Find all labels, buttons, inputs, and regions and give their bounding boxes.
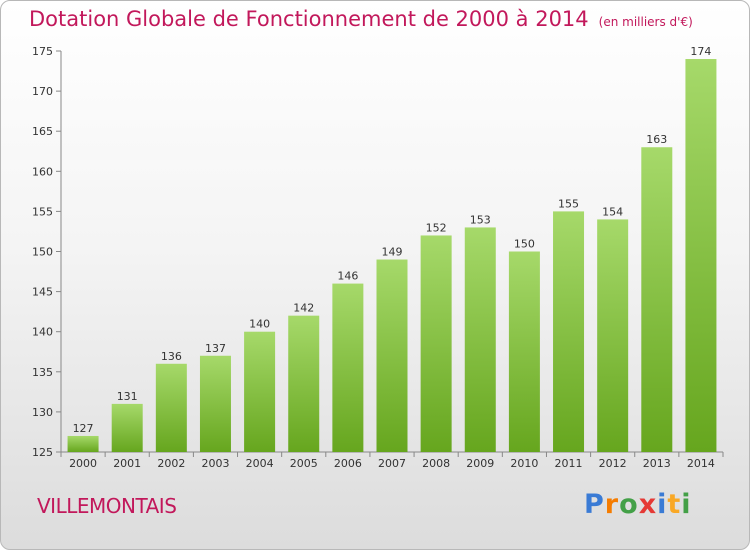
axes: 125 130 135 140 145 150 155 160 165 170 175 2000 200… — [32, 45, 724, 470]
data-label: 137 — [205, 342, 226, 355]
bar — [508, 251, 540, 452]
bar — [641, 147, 673, 453]
data-label: 163 — [646, 133, 667, 146]
data-label: 127 — [73, 422, 94, 435]
x-tick-label: 2002 — [157, 457, 185, 470]
data-label: 154 — [602, 205, 623, 218]
bar — [244, 331, 276, 452]
x-tick-label: 2014 — [687, 457, 715, 470]
x-tick-label: 2013 — [643, 457, 671, 470]
bar — [199, 355, 231, 452]
bar — [67, 435, 99, 452]
value-labels: 127 131 136 137 140 142 146 149 152 153 150 155 154 1… — [73, 45, 712, 435]
bar — [464, 227, 496, 452]
bar — [376, 259, 408, 452]
y-tick-label: 130 — [32, 406, 53, 419]
bar — [685, 59, 717, 453]
x-tick-label: 2008 — [422, 457, 450, 470]
x-tick-label: 2000 — [69, 457, 97, 470]
y-tick-label: 170 — [32, 85, 53, 98]
bar — [111, 403, 143, 452]
y-tick-label: 125 — [32, 446, 53, 459]
y-tick-label: 150 — [32, 246, 53, 259]
data-label: 146 — [337, 270, 358, 283]
chart-subtitle: (en milliers d'€) — [598, 15, 693, 29]
bar — [288, 315, 320, 452]
x-tick-label: 2004 — [246, 457, 274, 470]
y-tick-label: 160 — [32, 165, 53, 178]
x-tick-label: 2010 — [510, 457, 538, 470]
bar — [597, 219, 629, 452]
y-tick-label: 165 — [32, 125, 53, 138]
data-label: 153 — [470, 213, 491, 226]
place-name: VILLEMONTAIS — [37, 494, 177, 518]
y-tick-label: 140 — [32, 326, 53, 339]
proxiti-logo: Proxiti — [584, 489, 692, 520]
data-label: 140 — [249, 318, 270, 331]
y-tick-label: 175 — [32, 45, 53, 58]
data-label: 150 — [514, 238, 535, 251]
data-label: 174 — [690, 45, 711, 58]
x-tick-label: 2012 — [599, 457, 627, 470]
bar — [332, 283, 364, 452]
title-text: Dotation Globale de Fonctionnement de 20… — [29, 7, 589, 31]
chart-title: Dotation Globale de Fonctionnement de 20… — [29, 7, 693, 31]
y-tick-label: 145 — [32, 286, 53, 299]
y-tick-label: 135 — [32, 366, 53, 379]
bars — [67, 59, 717, 453]
data-label: 136 — [161, 350, 182, 363]
x-tick-label: 2001 — [113, 457, 141, 470]
bar — [420, 235, 452, 452]
x-tick-label: 2005 — [290, 457, 318, 470]
bar — [155, 363, 187, 452]
x-tick-label: 2007 — [378, 457, 406, 470]
data-label: 155 — [558, 197, 579, 210]
bar — [553, 211, 585, 452]
y-tick-label: 155 — [32, 205, 53, 218]
x-tick-label: 2011 — [555, 457, 583, 470]
x-tick-label: 2003 — [201, 457, 229, 470]
data-label: 142 — [293, 302, 314, 315]
x-tick-label: 2006 — [334, 457, 362, 470]
data-label: 149 — [382, 246, 403, 259]
data-label: 152 — [426, 221, 447, 234]
data-label: 131 — [117, 390, 138, 403]
x-tick-label: 2009 — [466, 457, 494, 470]
